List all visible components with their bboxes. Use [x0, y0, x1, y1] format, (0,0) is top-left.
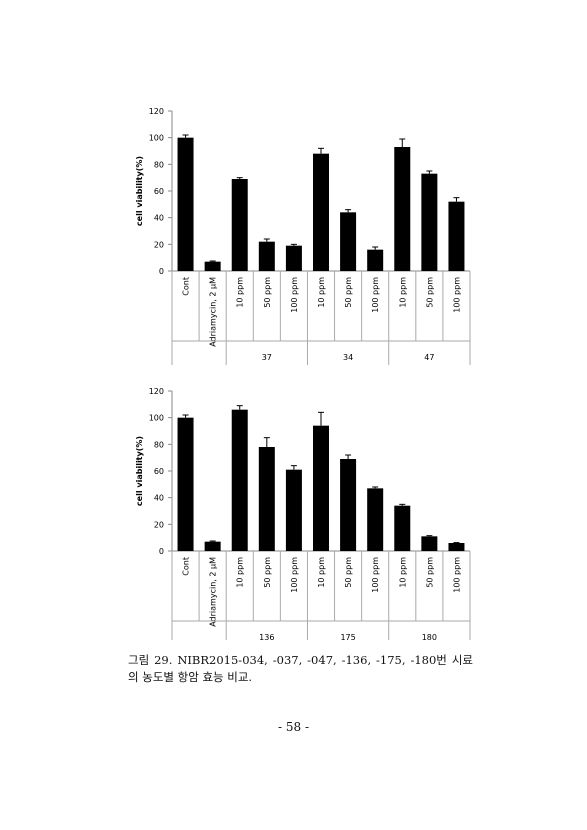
- x-tick-label: 100 ppm: [290, 557, 299, 593]
- group-label: 37: [262, 353, 272, 362]
- caption: 그림 29. NIBR2015-034, -037, -047, -136, -…: [128, 653, 473, 684]
- bar: [258, 241, 275, 271]
- bar: [285, 245, 302, 271]
- y-tick-label: 120: [149, 107, 164, 116]
- y-tick-label: 0: [159, 267, 164, 276]
- x-tick-label: Adriamycin, 2 μM: [209, 557, 218, 627]
- error-bar: [263, 437, 270, 447]
- group-label: 136: [259, 633, 274, 640]
- x-tick-label: 100 ppm: [371, 277, 380, 313]
- x-tick-label: 10 ppm: [398, 277, 407, 308]
- x-tick-label: 10 ppm: [317, 557, 326, 588]
- error-bar: [209, 260, 216, 262]
- group-label: 47: [424, 353, 434, 362]
- y-tick-label: 0: [159, 547, 164, 556]
- bar: [421, 173, 438, 271]
- y-tick-label: 20: [154, 240, 164, 249]
- bar: [394, 147, 411, 271]
- bar: [285, 469, 302, 551]
- x-tick-label: 100 ppm: [452, 277, 461, 313]
- bar: [448, 543, 465, 551]
- y-tick-label: 20: [154, 520, 164, 529]
- x-tick-label: 50 ppm: [344, 557, 353, 588]
- y-tick-label: 120: [149, 387, 164, 396]
- x-tick-label: 100 ppm: [452, 557, 461, 593]
- error-bar: [182, 134, 189, 138]
- error-bar: [345, 209, 352, 213]
- error-bar: [453, 197, 460, 202]
- error-bar: [372, 246, 379, 250]
- x-tick-label: 10 ppm: [236, 557, 245, 588]
- x-tick-label: 50 ppm: [425, 557, 434, 588]
- error-bar: [290, 465, 297, 470]
- error-bar: [236, 177, 243, 179]
- error-bar: [236, 405, 243, 410]
- y-axis-title: cell viability(%): [135, 156, 144, 226]
- bar: [231, 409, 248, 551]
- x-tick-label: 10 ppm: [236, 277, 245, 308]
- bar: [367, 488, 384, 551]
- error-bar: [399, 503, 406, 506]
- x-tick-label: Cont: [182, 557, 191, 576]
- bar: [340, 212, 357, 271]
- bar: [204, 261, 221, 271]
- x-tick-label: 50 ppm: [344, 277, 353, 308]
- y-tick-label: 40: [154, 214, 164, 223]
- x-tick-label: 100 ppm: [371, 557, 380, 593]
- x-tick-label: 50 ppm: [263, 277, 272, 308]
- x-tick-label: 10 ppm: [317, 277, 326, 308]
- bar: [448, 201, 465, 271]
- y-tick-label: 100: [149, 134, 164, 143]
- error-bar: [318, 411, 324, 426]
- group-label: 180: [422, 633, 437, 640]
- error-bar: [290, 243, 297, 246]
- x-tick-label: 10 ppm: [398, 557, 407, 588]
- error-bar: [426, 535, 433, 537]
- error-bar: [182, 414, 189, 418]
- error-bar: [318, 147, 324, 154]
- error-bar: [345, 454, 352, 459]
- bar: [340, 459, 357, 551]
- bar: [258, 447, 275, 551]
- bar: [367, 249, 384, 271]
- charts: cell viability(%) 0 20 40 60 80 100 120 Cont Adri…: [135, 107, 471, 640]
- error-bar: [263, 238, 270, 242]
- y-tick-label: 80: [154, 160, 164, 169]
- y-tick-label: 40: [154, 494, 164, 503]
- bar: [204, 541, 221, 551]
- page-number: - 58 -: [277, 720, 309, 734]
- bar: [313, 425, 329, 551]
- x-tick-label: 100 ppm: [290, 277, 299, 313]
- y-axis-title: cell viability(%): [135, 436, 144, 506]
- error-bar: [209, 540, 216, 542]
- group-label: 34: [343, 353, 353, 362]
- y-tick-label: 60: [154, 187, 164, 196]
- group-label: 175: [340, 633, 355, 640]
- y-tick-label: 60: [154, 467, 164, 476]
- y-tick-label: 80: [154, 440, 164, 449]
- bar: [177, 417, 194, 551]
- bar: [421, 536, 438, 551]
- x-tick-label: 50 ppm: [425, 277, 434, 308]
- x-tick-label: Cont: [182, 277, 191, 296]
- x-tick-label: 50 ppm: [263, 557, 272, 588]
- error-bar: [426, 170, 433, 174]
- bar: [177, 137, 194, 271]
- error-bar: [372, 486, 379, 489]
- bar: [231, 179, 248, 271]
- bar: [313, 153, 329, 271]
- error-bar: [399, 138, 406, 147]
- bar: [394, 505, 411, 551]
- y-tick-label: 100: [149, 414, 164, 423]
- x-tick-label: Adriamycin, 2 μM: [209, 277, 218, 347]
